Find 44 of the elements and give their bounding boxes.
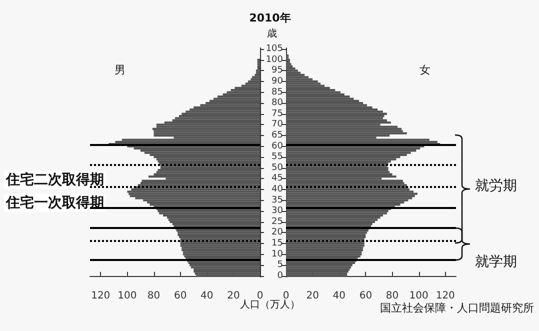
y-tick-label: 50 <box>272 162 284 173</box>
y-tick-label: 105 <box>266 44 283 54</box>
x-tick-label: 40 <box>332 290 346 302</box>
x-tick-label: 0 <box>256 290 264 302</box>
y-tick-label: 70 <box>272 120 284 130</box>
x-tick-label: 80 <box>386 290 399 302</box>
y-tick-label: 60 <box>272 141 284 152</box>
chart-title: 2010年 <box>249 12 291 24</box>
y-tick-label: 25 <box>272 216 283 227</box>
y-tick-label: 65 <box>272 130 283 140</box>
x-tick-label: 100 <box>409 290 428 302</box>
y-tick-label: 85 <box>272 87 283 98</box>
y-tick-label: 5 <box>277 260 283 270</box>
text: 女 <box>420 64 430 76</box>
text: 国立社会保障・人口問題研究所 <box>380 302 534 314</box>
y-axis-title: 歳 <box>267 28 277 40</box>
y-tick-label: 55 <box>272 152 283 162</box>
y-tick-label: 75 <box>272 108 283 119</box>
y-tick-label: 30 <box>272 206 284 216</box>
x-tick-label: 100 <box>118 290 137 302</box>
x-tick-label: 60 <box>174 290 187 302</box>
x-tick-label: 60 <box>359 290 372 302</box>
x-tick-label: 40 <box>200 290 214 302</box>
y-tick-label: 100 <box>266 54 284 65</box>
x-tick-label: 120 <box>436 290 455 302</box>
y-tick-label: 0 <box>277 270 284 281</box>
y-tick-label: 45 <box>272 174 283 184</box>
y-tick-label: 35 <box>272 195 283 206</box>
x-tick-label: 20 <box>306 290 319 302</box>
x-axis-title: 人口（万人） <box>240 300 300 310</box>
annotation: 住宅二次取得期 <box>5 171 104 188</box>
y-tick-label: 95 <box>272 66 283 76</box>
text: 男 <box>114 64 126 76</box>
y-tick-label: 15 <box>272 238 283 249</box>
x-tick-label: 80 <box>147 290 160 302</box>
text: 就学期 <box>475 254 517 270</box>
x-tick-label: 120 <box>91 290 110 302</box>
y-tick-label: 20 <box>272 228 284 238</box>
y-tick-label: 10 <box>272 249 284 260</box>
x-tick-label: 20 <box>227 290 240 302</box>
y-tick-label: 40 <box>272 184 284 195</box>
text: 就労期 <box>475 178 517 194</box>
y-tick-label: 90 <box>272 76 284 86</box>
y-tick-label: 80 <box>272 98 284 108</box>
